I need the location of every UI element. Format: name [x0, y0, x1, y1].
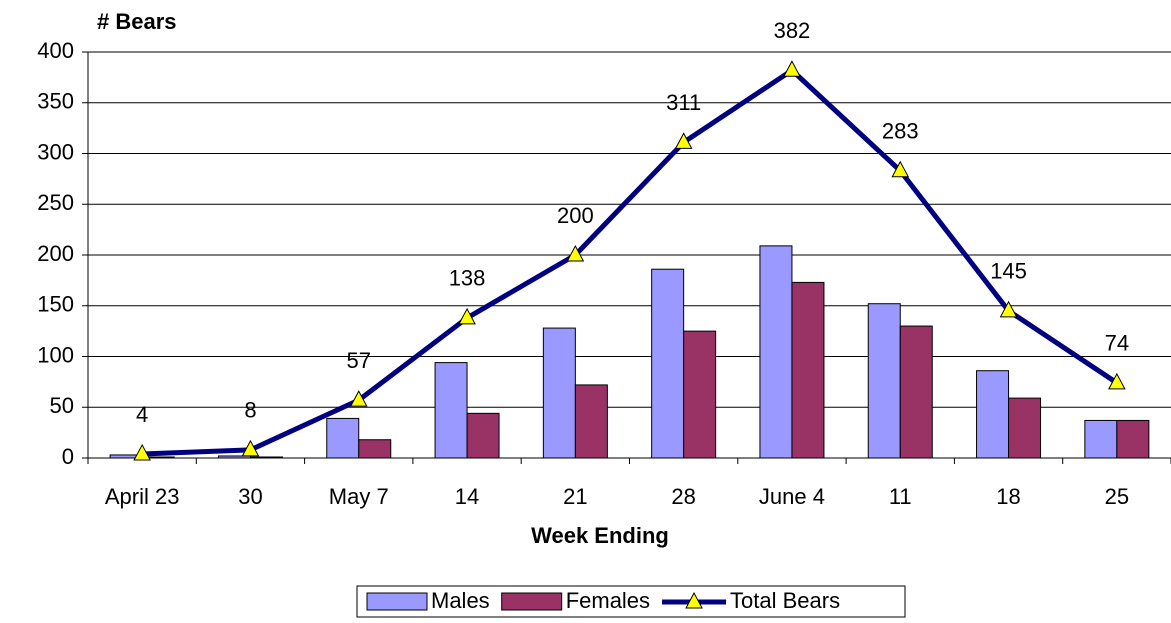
bar: [1116, 419, 1150, 459]
bar: [791, 281, 825, 459]
data-label: 57: [347, 348, 371, 373]
y-tick-label: 300: [37, 139, 74, 164]
y-tick-label: 0: [62, 444, 74, 469]
y-tick-label: 200: [37, 241, 74, 266]
x-tick-label: 11: [889, 484, 912, 509]
marker: [999, 300, 1018, 318]
x-tick-label: April 23: [105, 484, 180, 509]
marker: [1108, 372, 1126, 390]
y-tick-label: 250: [37, 190, 74, 215]
y-tick-label: 400: [37, 38, 74, 63]
marker: [674, 132, 693, 149]
x-tick-label: 28: [671, 484, 695, 509]
legend-label: Females: [566, 588, 650, 613]
bar: [1008, 397, 1042, 459]
marker: [133, 443, 151, 461]
marker: [458, 307, 476, 325]
marker: [891, 160, 910, 178]
x-axis-title: Week Ending: [531, 523, 669, 548]
marker: [241, 439, 260, 457]
bar: [358, 439, 392, 459]
chart-title: # Bears: [97, 9, 177, 34]
data-label: 145: [990, 259, 1027, 284]
bar: [434, 362, 468, 459]
bar: [899, 325, 933, 459]
y-tick-label: 50: [50, 393, 74, 418]
bar: [683, 330, 717, 459]
data-label: 4: [136, 402, 148, 427]
legend-marker: [685, 591, 703, 609]
bar: [326, 417, 360, 459]
bar: [574, 384, 608, 459]
bar: [1084, 419, 1118, 459]
bar: [976, 370, 1010, 459]
data-label: 311: [666, 90, 701, 115]
legend-label: Total Bears: [730, 588, 840, 613]
data-label: 8: [244, 398, 256, 423]
x-tick-label: 25: [1105, 484, 1129, 509]
bar: [466, 412, 500, 459]
bar: [542, 327, 576, 459]
marker: [783, 60, 801, 77]
bar: [651, 268, 685, 459]
y-tick-label: 150: [37, 292, 74, 317]
data-label: 138: [449, 266, 486, 291]
x-tick-label: 14: [455, 484, 479, 509]
legend: Males Females Total Bears: [356, 585, 906, 618]
marker: [349, 390, 368, 407]
legend-frame: [356, 585, 906, 618]
legend-swatch: [501, 592, 563, 611]
bar: [867, 303, 901, 459]
x-tick-label: 18: [996, 484, 1020, 509]
x-tick-label: June 4: [759, 484, 825, 509]
data-label: 382: [774, 18, 811, 43]
x-tick-label: 30: [238, 484, 262, 509]
data-label: 283: [882, 119, 919, 144]
data-label: 74: [1105, 331, 1129, 356]
legend-swatch: [366, 592, 428, 611]
line: [142, 67, 1119, 457]
y-tick-label: 350: [37, 89, 74, 114]
x-tick-label: 21: [563, 484, 587, 509]
x-tick-label: May 7: [329, 484, 389, 509]
bar: [759, 245, 793, 459]
legend-label: Males: [431, 588, 490, 613]
data-label: 200: [557, 203, 594, 228]
marker: [566, 244, 585, 262]
y-tick-label: 100: [37, 342, 74, 367]
